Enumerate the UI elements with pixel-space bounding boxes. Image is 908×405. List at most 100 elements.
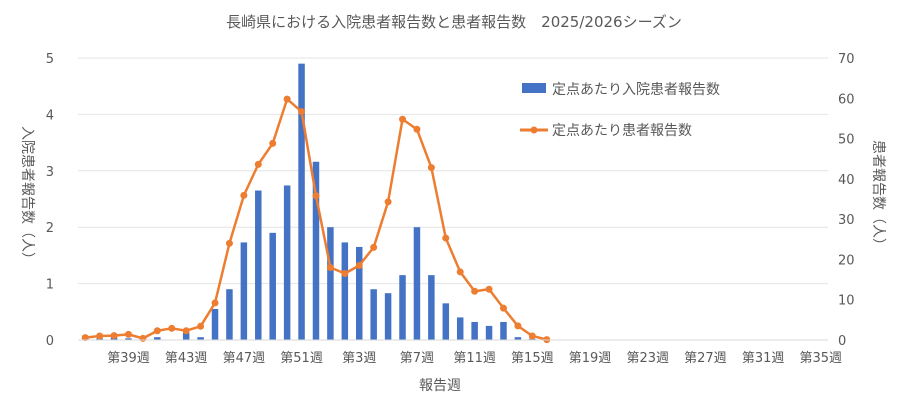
line-point	[370, 243, 378, 251]
x-tick-label: 第19週	[569, 351, 612, 366]
bar	[182, 332, 190, 340]
x-axis-ticks: 第39週 第43週 第47週 第51週 第3週 第7週 第11週 第15週 第19週 第23週 第2…	[107, 351, 842, 366]
bar	[341, 242, 349, 340]
bar	[456, 317, 464, 340]
bar	[370, 289, 377, 340]
x-tick-label: 第23週	[626, 351, 669, 366]
line-point	[225, 239, 233, 247]
left-axis-ticks: 0 1 2 3 4 5	[46, 52, 54, 349]
line-point	[499, 304, 507, 312]
bar	[399, 275, 406, 340]
left-tick-label: 3	[46, 165, 54, 180]
line-point	[514, 322, 522, 330]
bar	[442, 303, 450, 340]
x-tick-label: 第3週	[342, 351, 376, 366]
left-tick-label: 0	[46, 334, 54, 349]
gridlines	[78, 57, 828, 285]
y-axis-label-left: 入院患者報告数（人）	[19, 126, 35, 266]
x-tick-label: 第7週	[400, 351, 434, 366]
line-point	[110, 332, 118, 340]
line-point	[168, 324, 176, 332]
bar	[240, 242, 248, 340]
chart-title: 長崎県における入院患者報告数と患者報告数 2025/2026シーズン	[226, 13, 682, 31]
right-tick-label: 40	[838, 173, 855, 188]
bar	[514, 337, 522, 340]
bar	[125, 338, 132, 340]
line-point	[326, 263, 334, 271]
line-point	[211, 299, 219, 307]
line-point	[269, 139, 277, 147]
line-point	[124, 330, 132, 338]
line-point	[471, 287, 479, 295]
bar	[211, 308, 219, 340]
line-point	[139, 334, 147, 342]
y-axis-label-right: 患者報告数（人）	[870, 140, 886, 252]
right-tick-label: 70	[838, 52, 855, 67]
line-point	[254, 160, 262, 168]
line-point	[456, 268, 464, 276]
line-point	[355, 261, 363, 269]
bar	[356, 246, 363, 340]
line-point	[197, 322, 205, 330]
line-point	[312, 192, 320, 200]
line-point	[96, 332, 104, 340]
bar	[154, 337, 161, 340]
bar	[255, 190, 262, 340]
right-tick-label: 30	[838, 213, 855, 228]
legend: 定点あたり入院患者報告数 定点あたり患者報告数	[520, 82, 720, 139]
x-tick-label: 第43週	[165, 351, 208, 366]
x-axis-label: 報告週	[419, 378, 461, 394]
left-tick-label: 5	[46, 52, 54, 67]
bar	[226, 289, 233, 340]
legend-bar-swatch	[522, 83, 546, 93]
bar	[471, 321, 478, 340]
legend-line-marker	[530, 126, 538, 134]
bar	[283, 185, 291, 340]
legend-line-label: 定点あたり患者報告数	[552, 123, 692, 139]
x-tick-label: 第47週	[223, 351, 266, 366]
line-point	[81, 334, 89, 342]
x-tick-label: 第39週	[107, 351, 150, 366]
line-point	[528, 332, 536, 340]
bar	[197, 337, 204, 340]
right-tick-label: 10	[838, 294, 855, 309]
x-tick-label: 第51週	[280, 351, 323, 366]
line-point	[442, 234, 450, 242]
left-tick-label: 4	[46, 108, 54, 123]
line-point	[240, 191, 248, 199]
x-tick-label: 第31週	[742, 351, 785, 366]
line-point	[485, 285, 493, 293]
line-point	[413, 125, 421, 133]
left-tick-label: 1	[46, 278, 54, 293]
line-point	[427, 164, 435, 172]
bar	[298, 63, 305, 340]
right-tick-label: 60	[838, 92, 855, 107]
x-tick-label: 第11週	[453, 351, 496, 366]
left-tick-label: 2	[46, 221, 54, 236]
line-series	[81, 95, 551, 344]
bar	[327, 227, 334, 340]
line-point	[298, 108, 306, 116]
line-point	[399, 115, 407, 123]
bar	[384, 293, 392, 340]
line-point	[341, 270, 349, 278]
bar	[269, 232, 276, 340]
legend-bar-label: 定点あたり入院患者報告数	[552, 82, 720, 98]
bar	[428, 275, 435, 340]
line-point	[153, 327, 161, 335]
bar-series	[81, 63, 536, 340]
right-tick-label: 0	[838, 334, 846, 349]
line-point	[182, 327, 190, 335]
bar	[500, 321, 507, 340]
bar	[312, 161, 320, 340]
right-tick-label: 20	[838, 253, 855, 268]
x-tick-label: 第35週	[800, 351, 843, 366]
right-axis-ticks: 0 10 20 30 40 50 60 70	[838, 52, 855, 349]
x-tick-label: 第27週	[684, 351, 727, 366]
line-point	[283, 95, 291, 103]
bar	[413, 227, 421, 340]
bar	[485, 325, 493, 340]
x-tick-label: 第15週	[511, 351, 554, 366]
line-point	[384, 198, 392, 206]
